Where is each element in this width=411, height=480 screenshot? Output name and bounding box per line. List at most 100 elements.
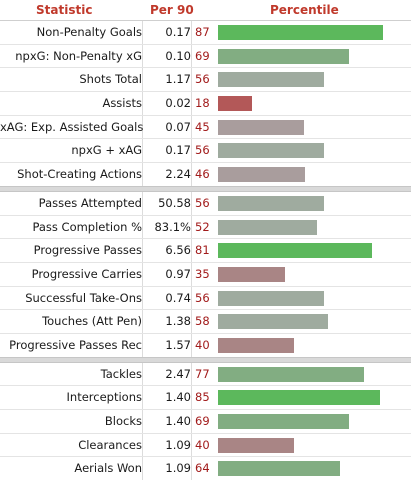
per90-value: 0.74 — [143, 286, 192, 310]
percentile-value: 81 — [195, 243, 210, 258]
statistic-label: Blocks — [0, 410, 143, 433]
per90-value: 83.1% — [143, 215, 192, 239]
percentile-value: 40 — [195, 337, 210, 352]
statistic-label: Passes Attempted — [0, 191, 143, 215]
percentile-bar — [218, 414, 349, 429]
percentile-bar — [218, 461, 340, 477]
stat-group: Passes Attempted 50.58 56 Pass Completion %… — [0, 191, 411, 357]
statistic-label: Clearances — [0, 433, 143, 457]
percentile-bar — [218, 72, 324, 88]
table-row: Non-Penalty Goals 0.17 87 — [0, 21, 411, 45]
statistic-label: Non-Penalty Goals — [0, 21, 143, 44]
per90-value: 0.07 — [143, 115, 192, 139]
table-row: Aerials Won 1.09 64 — [0, 457, 411, 480]
per90-value: 6.56 — [143, 239, 192, 262]
table-row: Clearances 1.09 40 — [0, 433, 411, 458]
percentile-bar — [218, 290, 324, 306]
statistic-label: Interceptions — [0, 386, 143, 409]
table-row: Assists 0.02 18 — [0, 92, 411, 116]
statistic-label: Progressive Passes — [0, 239, 143, 262]
stat-group: Non-Penalty Goals 0.17 87 npxG: Non-Penalty… — [0, 21, 411, 186]
percentile-value: 69 — [195, 414, 210, 428]
percentile-value: 58 — [195, 314, 210, 329]
percentile-bar — [218, 167, 305, 183]
table-row: Progressive Passes 6.56 81 — [0, 239, 411, 263]
per90-value: 1.40 — [143, 386, 192, 409]
table-row: Progressive Carries 0.97 35 — [0, 262, 411, 287]
table-row: xAG: Exp. Assisted Goals 0.07 45 — [0, 115, 411, 140]
per90-value: 0.17 — [143, 139, 192, 163]
per90-value: 50.58 — [143, 191, 192, 215]
header-statistic[interactable]: Statistic — [36, 3, 93, 17]
statistic-label: npxG: Non-Penalty xG — [0, 44, 143, 68]
percentile-bar — [218, 266, 285, 282]
table-body: Non-Penalty Goals 0.17 87 npxG: Non-Penalty… — [0, 21, 411, 480]
table-row: Touches (Att Pen) 1.38 58 — [0, 310, 411, 334]
statistic-label: npxG + xAG — [0, 139, 143, 163]
statistic-label: Assists — [0, 92, 143, 115]
percentile-bar — [218, 366, 364, 382]
per90-value: 1.38 — [143, 310, 192, 333]
statistic-label: Progressive Passes Rec — [0, 333, 143, 357]
header-percentile[interactable]: Percentile — [270, 3, 339, 17]
table-row: Blocks 1.40 69 — [0, 410, 411, 434]
percentile-value: 56 — [195, 72, 210, 87]
table-row: npxG + xAG 0.17 56 — [0, 139, 411, 164]
percentile-value: 64 — [195, 461, 210, 476]
percentile-value: 35 — [195, 266, 210, 281]
percentile-value: 85 — [195, 390, 210, 405]
percentile-value: 87 — [195, 25, 210, 39]
statistic-label: Shots Total — [0, 68, 143, 92]
percentile-value: 56 — [195, 195, 210, 210]
statistic-label: Tackles — [0, 362, 143, 386]
table-row: Progressive Passes Rec 1.57 40 — [0, 333, 411, 357]
per90-value: 1.09 — [143, 457, 192, 480]
percentile-bar — [218, 219, 317, 235]
table-row: Interceptions 1.40 85 — [0, 386, 411, 410]
statistic-label: Touches (Att Pen) — [0, 310, 143, 333]
table-header: Statistic Per 90 Percentile — [0, 0, 411, 21]
stat-group: Tackles 2.47 77 Interceptions 1.40 85 Blocks 1.… — [0, 362, 411, 480]
table-row: npxG: Non-Penalty xG 0.10 69 — [0, 44, 411, 69]
statistic-label: xAG: Exp. Assisted Goals — [0, 115, 143, 139]
per90-value: 0.17 — [143, 21, 192, 44]
per90-value: 1.40 — [143, 410, 192, 433]
percentile-bar — [218, 437, 294, 453]
table-row: Successful Take-Ons 0.74 56 — [0, 286, 411, 311]
statistic-label: Shot-Creating Actions — [0, 163, 143, 186]
table-row: Pass Completion % 83.1% 52 — [0, 215, 411, 240]
group-separator — [0, 185, 411, 192]
per90-value: 0.10 — [143, 44, 192, 68]
table-row: Passes Attempted 50.58 56 — [0, 191, 411, 216]
per90-value: 1.57 — [143, 333, 192, 357]
per90-value: 0.97 — [143, 262, 192, 286]
table-row: Shots Total 1.17 56 — [0, 68, 411, 93]
percentile-value: 69 — [195, 48, 210, 63]
per90-value: 1.09 — [143, 433, 192, 457]
per90-value: 2.24 — [143, 163, 192, 186]
percentile-bar — [218, 243, 372, 259]
percentile-bar — [218, 195, 324, 211]
percentile-value: 56 — [195, 143, 210, 158]
group-separator — [0, 356, 411, 363]
percentile-value: 45 — [195, 119, 210, 134]
percentile-value: 40 — [195, 437, 210, 452]
per90-value: 0.02 — [143, 92, 192, 115]
percentile-value: 56 — [195, 290, 210, 305]
percentile-bar — [218, 314, 328, 330]
percentile-bar — [218, 48, 349, 64]
percentile-bar — [218, 96, 252, 112]
percentile-value: 46 — [195, 167, 210, 182]
percentile-value: 52 — [195, 219, 210, 234]
table-row: Tackles 2.47 77 — [0, 362, 411, 387]
percentile-bar — [218, 119, 304, 135]
statistic-label: Aerials Won — [0, 457, 143, 480]
percentile-bar — [218, 143, 324, 159]
statistic-label: Successful Take-Ons — [0, 286, 143, 310]
percentile-bar — [218, 390, 380, 406]
per90-value: 1.17 — [143, 68, 192, 92]
per90-value: 2.47 — [143, 362, 192, 386]
header-per90[interactable]: Per 90 — [150, 3, 194, 17]
percentile-value: 18 — [195, 96, 210, 111]
